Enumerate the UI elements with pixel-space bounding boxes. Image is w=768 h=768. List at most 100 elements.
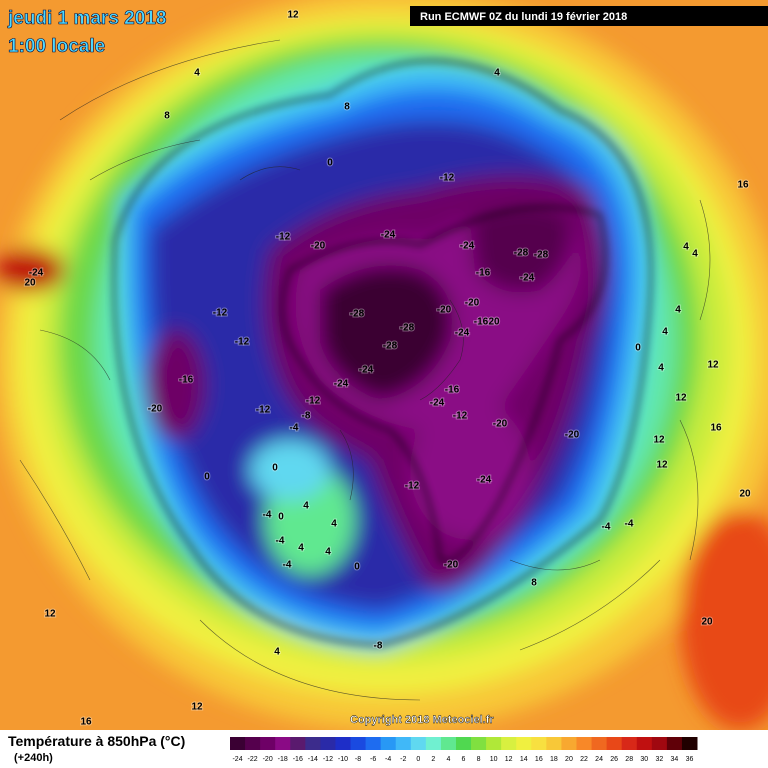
- colorbar-tick-label: -6: [370, 756, 376, 763]
- colorbar: -24 -22 -20 -18 -16 -14 -12 -10 -8 -6 -4 -2 0 2 4 6 8 10 1…: [230, 737, 698, 763]
- contour-label: -12: [256, 405, 271, 416]
- contour-label: 20: [488, 317, 500, 328]
- contour-label: 4: [331, 519, 337, 530]
- colorbar-swatch: [546, 737, 562, 750]
- colorbar-tick-label: 28: [625, 756, 633, 763]
- contour-label: -16: [179, 375, 194, 386]
- colorbar-swatch: [410, 737, 427, 750]
- contour-label: 4: [675, 305, 681, 316]
- colorbar-swatch: [606, 737, 623, 750]
- colorbar-tick-label: 14: [520, 756, 528, 763]
- colorbar-tick-label: 2: [431, 756, 435, 763]
- colorbar-tick-label: -22: [248, 756, 258, 763]
- contour-label: 0: [327, 158, 333, 169]
- colorbar-swatch: [335, 737, 352, 750]
- contour-label: 12: [191, 702, 203, 713]
- colorbar-tick-label: 6: [462, 756, 466, 763]
- contour-label: -12: [453, 411, 468, 422]
- colorbar-swatch: [320, 737, 336, 750]
- contour-label: 12: [675, 393, 687, 404]
- contour-label: 0: [204, 472, 210, 483]
- colorbar-tick-label: 16: [535, 756, 543, 763]
- contour-label: -8: [374, 641, 383, 652]
- colorbar-tick-label: -18: [278, 756, 288, 763]
- contour-label: 20: [701, 617, 713, 628]
- contour-label: -24: [477, 475, 492, 486]
- contour-label: -20: [493, 419, 508, 430]
- contour-label: -28: [514, 248, 529, 259]
- contour-label: -16: [474, 317, 489, 328]
- contour-label: 12: [287, 10, 299, 21]
- contour-label: -20: [465, 298, 480, 309]
- contour-label: 4: [194, 68, 200, 79]
- lead-time: (+240h): [14, 752, 53, 764]
- contour-label: 12: [707, 360, 719, 371]
- legend-title: Température à 850hPa (°C): [8, 733, 185, 749]
- contour-label: -12: [440, 173, 455, 184]
- colorbar-swatch: [501, 737, 517, 750]
- colorbar-tick-label: 18: [550, 756, 558, 763]
- colorbar-tick-label: -2: [400, 756, 406, 763]
- colorbar-tick-label: 22: [580, 756, 588, 763]
- contour-label: 4: [274, 647, 280, 658]
- contour-label: 4: [325, 547, 331, 558]
- contour-label: -4: [625, 519, 634, 530]
- colorbar-swatch: [681, 737, 698, 750]
- contour-label: -4: [283, 560, 292, 571]
- contour-label: 8: [344, 102, 350, 113]
- colorbar-tick-label: 20: [565, 756, 573, 763]
- contour-label: 12: [653, 435, 665, 446]
- contour-label: 16: [80, 717, 92, 728]
- contour-label: 16: [737, 180, 749, 191]
- run-banner: [410, 6, 768, 26]
- colorbar-tick-label: -12: [323, 756, 333, 763]
- colorbar-swatch: [531, 737, 547, 750]
- contour-label: 4: [658, 363, 664, 374]
- colorbar-tick-label: -10: [338, 756, 348, 763]
- contour-label: -24: [359, 365, 374, 376]
- contour-label: -16: [476, 268, 491, 279]
- colorbar-swatch: [666, 737, 683, 750]
- colorbar-swatch: [305, 737, 321, 750]
- contour-label: -4: [602, 522, 611, 533]
- contour-label: -24: [460, 241, 475, 252]
- contour-label: 4: [303, 501, 309, 512]
- contour-label: -24: [520, 273, 535, 284]
- contour-label: -20: [437, 305, 452, 316]
- colorbar-tick-label: -20: [263, 756, 273, 763]
- contour-label: -24: [381, 230, 396, 241]
- colorbar-swatch: [561, 737, 577, 750]
- contour-label: 0: [272, 463, 278, 474]
- colorbar-swatch: [350, 737, 367, 750]
- contour-label: 4: [683, 242, 689, 253]
- contour-label: -28: [350, 309, 365, 320]
- contour-label: 8: [531, 578, 537, 589]
- colorbar-tick-label: 4: [446, 756, 450, 763]
- contour-label: -28: [400, 323, 415, 334]
- colorbar-swatch: [636, 737, 653, 750]
- colorbar-swatch: [365, 737, 382, 750]
- colorbar-tick-label: -14: [308, 756, 318, 763]
- contour-label: 4: [662, 327, 668, 338]
- contour-label: -24: [334, 379, 349, 390]
- colorbar-swatch: [260, 737, 276, 750]
- colorbar-swatch: [621, 737, 638, 750]
- colorbar-swatch: [380, 737, 397, 750]
- contour-label: 0: [635, 343, 641, 354]
- colorbar-tick-label: 10: [490, 756, 498, 763]
- colorbar-swatch: [245, 737, 261, 750]
- contour-label: -24: [430, 398, 445, 409]
- contour-label: 8: [164, 111, 170, 122]
- contour-label: 20: [24, 278, 36, 289]
- contour-label: -20: [148, 404, 163, 415]
- contour-label: -4: [263, 510, 272, 521]
- colorbar-tick-label: 26: [610, 756, 618, 763]
- colorbar-tick-label: 12: [505, 756, 513, 763]
- contour-label: 4: [692, 249, 698, 260]
- contour-label: -20: [565, 430, 580, 441]
- colorbar-tick-label: 30: [640, 756, 648, 763]
- colorbar-swatch: [471, 737, 487, 750]
- contour-label: -12: [405, 481, 420, 492]
- contour-label: -4: [290, 423, 299, 434]
